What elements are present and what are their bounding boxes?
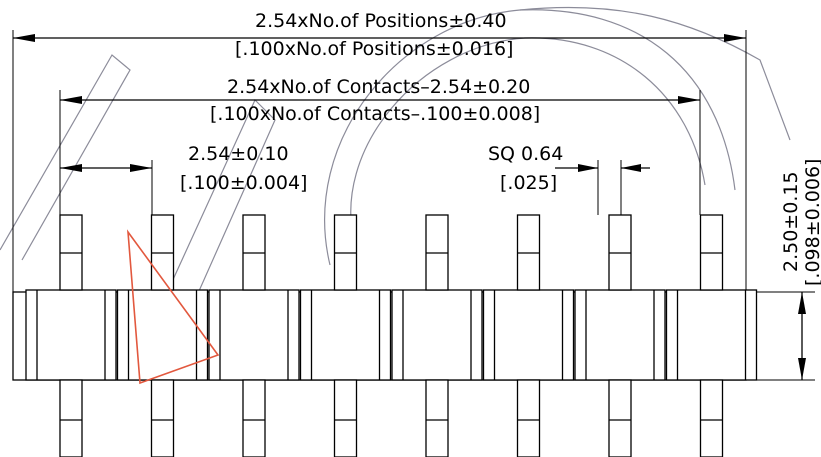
pin-bottom <box>333 379 358 457</box>
square-dimension <box>555 160 650 215</box>
housing-segment <box>482 289 575 381</box>
square-metric-label: SQ 0.64 <box>488 143 563 165</box>
housing-segment <box>391 289 483 381</box>
pin-bottom <box>242 379 266 457</box>
contacts-imperial-label: [.100xNo.of Contacts–.100±0.008] <box>210 103 540 125</box>
square-imperial-label: [.025] <box>500 172 557 194</box>
housing-segment <box>25 289 117 381</box>
connector-body <box>12 214 758 457</box>
housing-segment <box>208 289 300 381</box>
contacts-dimension <box>59 90 701 215</box>
housing-segment <box>574 289 666 381</box>
height-dimension <box>746 291 815 381</box>
accent-triangle <box>126 229 220 385</box>
positions-dimension <box>12 30 747 292</box>
housing-segment <box>116 289 209 381</box>
housing-segment <box>665 289 758 381</box>
pin-bottom <box>150 379 175 457</box>
pitch-dimension <box>60 160 153 215</box>
pin-bottom <box>608 379 632 457</box>
pitch-imperial-label: [.100±0.004] <box>180 172 307 194</box>
contacts-metric-label: 2.54xNo.of Contacts–2.54±0.20 <box>227 76 530 98</box>
pitch-metric-label: 2.54±0.10 <box>188 143 289 165</box>
pin-bottom <box>699 379 724 457</box>
positions-metric-label: 2.54xNo.of Positions±0.40 <box>255 10 507 32</box>
height-imperial-label: [.098±0.006] <box>802 159 821 286</box>
pin-bottom <box>516 379 541 457</box>
pin-bottom <box>425 379 449 457</box>
housing-segment <box>299 289 392 381</box>
positions-imperial-label: [.100xNo.of Positions±0.016] <box>235 38 513 60</box>
height-metric-label: 2.50±0.15 <box>780 171 802 272</box>
pin-bottom <box>59 379 83 457</box>
